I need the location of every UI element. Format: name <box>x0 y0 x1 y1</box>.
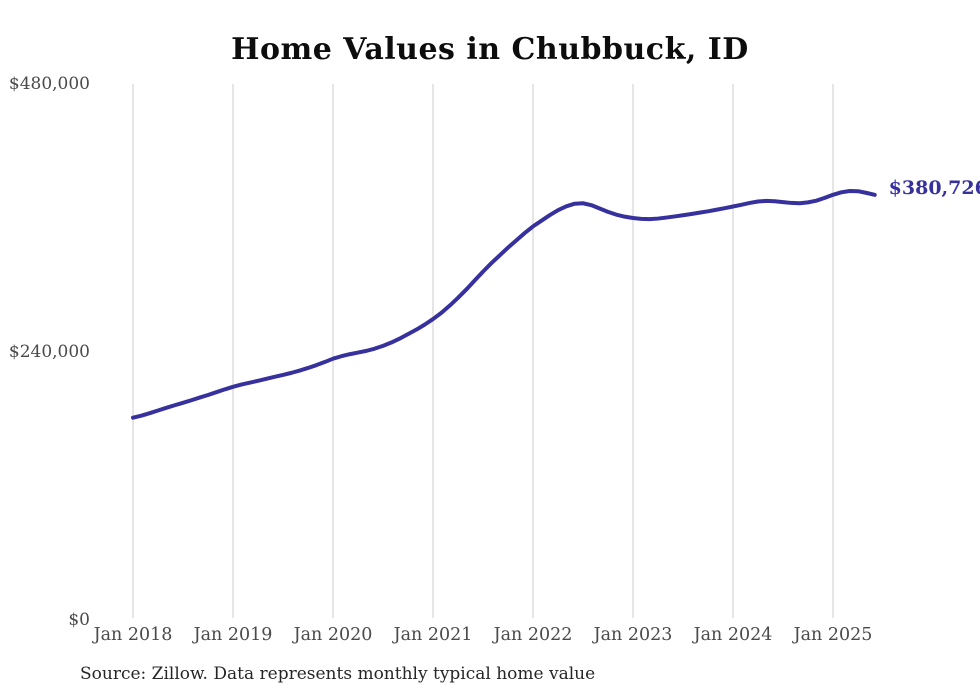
x-tick-label: Jan 2024 <box>693 625 773 645</box>
y-tick-label: $0 <box>68 610 90 630</box>
y-tick-label: $240,000 <box>8 342 90 362</box>
x-tick-label: Jan 2021 <box>393 625 473 645</box>
x-tick-label: Jan 2022 <box>493 625 573 645</box>
series-line <box>131 188 877 420</box>
x-tick-label: Jan 2018 <box>93 625 173 645</box>
current-value-label: $380,726 <box>888 176 980 199</box>
x-tick-label: Jan 2020 <box>293 625 373 645</box>
x-tick-label: Jan 2023 <box>593 625 673 645</box>
source-note: Source: Zillow. Data represents monthly … <box>80 664 596 684</box>
gridlines <box>132 84 834 618</box>
x-tick-label: Jan 2025 <box>793 625 873 645</box>
chart-title: Home Values in Chubbuck, ID <box>231 32 749 67</box>
y-tick-label: $480,000 <box>8 74 90 94</box>
x-tick-label: Jan 2019 <box>193 625 273 645</box>
